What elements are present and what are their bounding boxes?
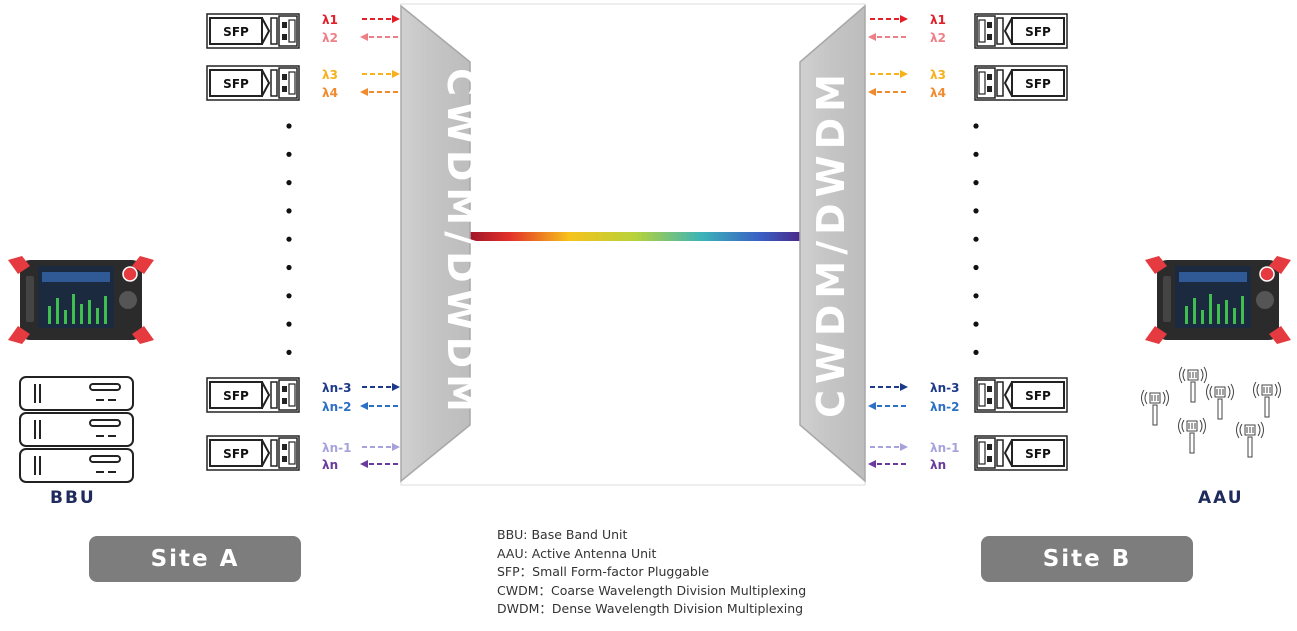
dot-right-1 [973,151,979,157]
ellipsis-dots [286,123,979,355]
site-b-box: Site B [981,536,1193,582]
dot-left-3 [286,208,292,214]
sfp-left-1: SFP [206,65,300,101]
wavelength-label-left-3: λ4 [322,86,338,100]
dot-right-5 [973,264,979,271]
site-a-box: Site A [89,536,301,582]
dot-right-3 [973,208,979,214]
sfp-left-3: SFP [206,435,300,471]
test-device-right-icon [1145,256,1291,344]
sfp-label: SFP [1025,389,1051,403]
wavelength-label-left-4: λn-3 [322,381,351,395]
wavelength-arrows: λ1 λ1 λ2 λ2 λ3 λ3 λ4 λ4 λn-3 λn-3 λn-2 λn-2 λn-1 λn-1… [322,13,959,472]
legend-item-aau: AAU: Active Antenna Unit [497,545,657,561]
dot-right-4 [973,236,979,242]
fiber-link [470,232,800,241]
sfp-modules: SFP SFP SFP SFP SFP SFP SFP SFP [206,13,1068,471]
wavelength-label-right-2: λ3 [930,68,946,82]
sfp-label: SFP [1025,447,1051,461]
sfp-label: SFP [223,77,249,91]
sfp-right-2: SFP [974,377,1068,413]
wavelength-label-right-6: λn-1 [930,441,959,455]
dot-left-7 [286,321,292,327]
sfp-right-3: SFP [974,435,1068,471]
mux-left: CWDM/DWDM [400,4,483,483]
sfp-label: SFP [1025,25,1051,39]
dot-left-2 [286,180,292,186]
sfp-right-1: SFP [974,65,1068,101]
wavelength-label-right-5: λn-2 [930,400,959,414]
sfp-left-0: SFP [206,13,300,49]
wavelength-label-left-1: λ2 [322,31,338,45]
wavelength-label-right-0: λ1 [930,13,946,27]
wavelength-label-right-7: λn [930,458,946,472]
dot-right-0 [973,123,979,129]
antenna-1 [1141,389,1169,426]
dot-left-8 [286,349,292,355]
antenna-3 [1253,381,1281,418]
test-device-left-icon [8,256,154,344]
bbu-server-icon [19,376,134,483]
aau-antenna-icon [1141,366,1281,458]
dot-left-6 [286,293,292,299]
sfp-right-0: SFP [974,13,1068,49]
wavelength-label-left-0: λ1 [322,13,338,27]
legend-item-sfp: SFP：Small Form-factor Pluggable [497,564,710,579]
wavelength-label-left-7: λn [322,458,338,472]
dot-right-2 [973,180,979,186]
sfp-label: SFP [223,447,249,461]
wavelength-label-left-5: λn-2 [322,400,351,414]
mux-right-label: CWDM/DWDM [809,68,853,418]
wavelength-label-left-2: λ3 [322,68,338,82]
sfp-label: SFP [1025,77,1051,91]
antenna-2 [1206,383,1234,420]
sfp-label: SFP [223,389,249,403]
dot-left-0 [286,123,292,129]
bbu-label: BBU [50,488,96,508]
wavelength-label-right-4: λn-3 [930,381,959,395]
legend: BBU: Base Band Unit AAU: Active Antenna … [497,526,806,619]
site-b-label: Site B [1042,546,1132,572]
dot-right-6 [973,293,979,299]
antenna-4 [1178,417,1206,454]
dot-right-8 [973,349,979,355]
mux-left-label: CWDM/DWDM [439,68,483,418]
mux-right: CWDM/DWDM [799,4,866,483]
wavelength-label-right-3: λ4 [930,86,946,100]
aau-label: AAU [1198,488,1244,508]
legend-item-cwdm: CWDM：Coarse Wavelength Division Multiple… [497,582,807,598]
dot-right-7 [973,321,979,327]
site-a-label: Site A [150,546,240,572]
dot-left-1 [286,151,292,157]
sfp-label: SFP [223,25,249,39]
legend-item-bbu: BBU: Base Band Unit [497,527,628,542]
antenna-0 [1179,366,1207,403]
antenna-5 [1236,421,1264,458]
sfp-left-2: SFP [206,377,300,413]
dot-left-4 [286,236,292,242]
wavelength-label-left-6: λn-1 [322,441,351,455]
legend-item-dwdm: DWDM：Dense Wavelength Division Multiplex… [497,601,804,616]
wavelength-label-right-1: λ2 [930,31,946,45]
dot-left-5 [286,264,292,271]
center-frame [400,3,866,486]
